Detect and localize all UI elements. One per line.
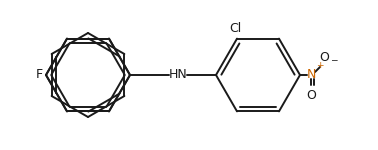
Text: +: + [316,61,324,70]
Text: Cl: Cl [229,22,241,35]
Text: −: − [330,56,338,64]
Text: F: F [36,69,43,81]
Text: O: O [306,89,316,102]
Text: O: O [319,51,329,64]
Text: N: N [306,69,316,81]
Text: HN: HN [169,69,187,81]
